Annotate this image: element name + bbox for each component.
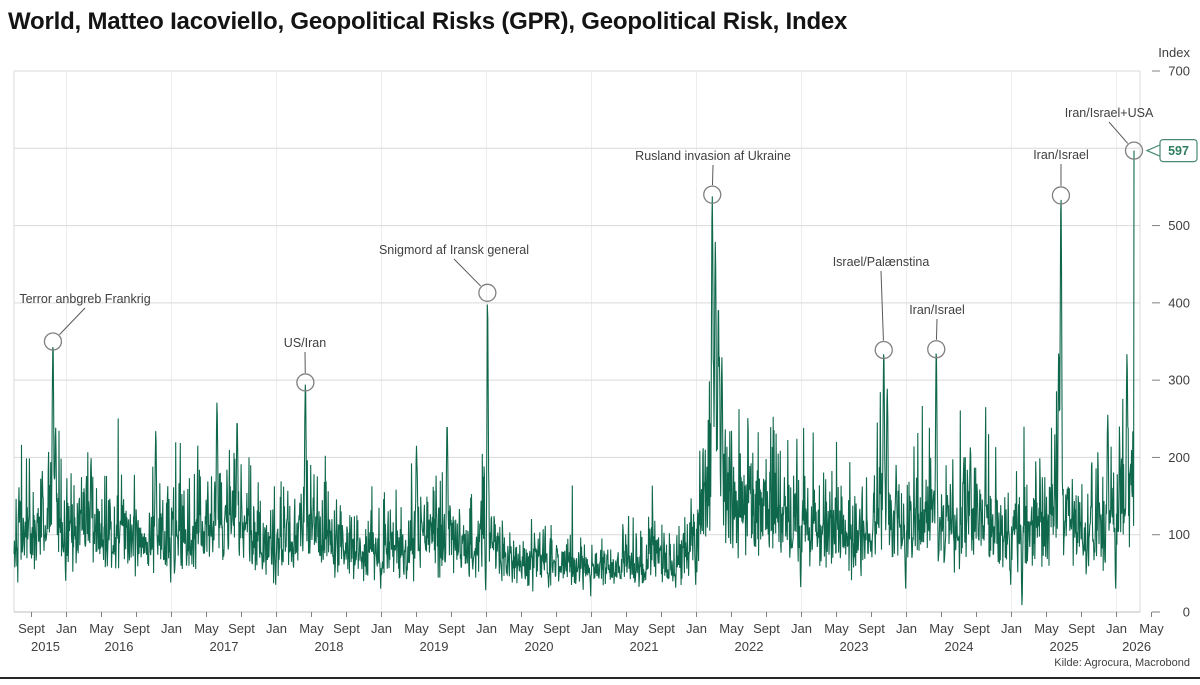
annotation-marker-circle bbox=[478, 283, 497, 302]
annotation-marker-circle bbox=[874, 340, 893, 360]
x-tick-label: May bbox=[1139, 621, 1164, 636]
x-tick-label: May bbox=[824, 621, 849, 636]
year-label: 2016 bbox=[105, 639, 134, 654]
annotation-marker-circle bbox=[927, 340, 946, 359]
annotation-label: Snigmord af Iransk general bbox=[379, 243, 529, 257]
y-tick-label: 700 bbox=[1168, 64, 1190, 79]
x-tick-label: Sept bbox=[963, 621, 990, 636]
year-label: 2026 bbox=[1122, 639, 1151, 654]
x-tick-label: May bbox=[299, 621, 324, 636]
x-tick-label: Jan bbox=[686, 621, 707, 636]
year-label: 2024 bbox=[945, 639, 974, 654]
x-tick-label: Sept bbox=[123, 621, 150, 636]
annotation-leader-line bbox=[59, 307, 86, 335]
gpr-series-line bbox=[13, 150, 1135, 606]
annotation-marker-circle bbox=[296, 373, 315, 392]
annotation-marker-circle bbox=[703, 185, 722, 204]
annotation-leader-line bbox=[453, 258, 482, 287]
x-tick-label: Sept bbox=[858, 621, 885, 636]
source-attribution: Kilde: Agrocura, Macrobond bbox=[1054, 657, 1190, 669]
x-tick-label: May bbox=[929, 621, 954, 636]
x-tick-label: Jan bbox=[371, 621, 392, 636]
annotation-label: Terror anbgreb Frankrig bbox=[19, 292, 150, 306]
x-tick-label: Jan bbox=[896, 621, 917, 636]
year-label: 2017 bbox=[210, 639, 239, 654]
x-tick-label: May bbox=[194, 621, 219, 636]
x-tick-label: Jan bbox=[266, 621, 287, 636]
y-tick-label: 500 bbox=[1168, 218, 1190, 233]
annotation-leader-line bbox=[935, 318, 938, 340]
x-tick-label: Sept bbox=[1068, 621, 1095, 636]
year-label: 2018 bbox=[315, 639, 344, 654]
annotation-leader-line bbox=[711, 164, 714, 186]
annotation-label: US/Iran bbox=[284, 336, 326, 350]
annotation-label: Iran/Israel bbox=[1033, 148, 1089, 162]
year-label: 2022 bbox=[735, 639, 764, 654]
x-tick-label: Sept bbox=[543, 621, 570, 636]
y-tick-label: 400 bbox=[1168, 295, 1190, 310]
x-tick-label: May bbox=[89, 621, 114, 636]
x-tick-label: Sept bbox=[18, 621, 45, 636]
year-label: 2015 bbox=[31, 639, 60, 654]
x-tick-label: Sept bbox=[648, 621, 675, 636]
y-tick-label: 0 bbox=[1183, 605, 1190, 620]
x-tick-label: May bbox=[404, 621, 429, 636]
annotation-label: Rusland invasion af Ukraine bbox=[635, 149, 791, 163]
year-label: 2025 bbox=[1050, 639, 1079, 654]
x-tick-label: Jan bbox=[1106, 621, 1127, 636]
badge-box bbox=[1159, 139, 1198, 163]
year-label: 2019 bbox=[420, 639, 449, 654]
annotation-marker-circle bbox=[1124, 141, 1144, 160]
year-label: 2021 bbox=[630, 639, 659, 654]
x-tick-label: Sept bbox=[228, 621, 255, 636]
x-tick-label: May bbox=[614, 621, 639, 636]
x-tick-label: May bbox=[1034, 621, 1059, 636]
annotation-marker-circle bbox=[43, 332, 63, 351]
x-tick-label: Sept bbox=[333, 621, 360, 636]
annotation-label: Iran/Israel+USA bbox=[1065, 106, 1154, 120]
x-tick-label: Jan bbox=[56, 621, 77, 636]
year-label: 2020 bbox=[525, 639, 554, 654]
annotation-marker-circle bbox=[1051, 186, 1071, 205]
annotation-leader-line bbox=[1108, 121, 1129, 144]
annotation-leader-line bbox=[880, 270, 884, 341]
year-label: 2023 bbox=[840, 639, 869, 654]
last-value-badge: 597 bbox=[1168, 144, 1189, 158]
x-tick-label: Jan bbox=[581, 621, 602, 636]
y-axis-unit-label: Index bbox=[1158, 45, 1190, 60]
x-tick-label: May bbox=[509, 621, 534, 636]
chart-title: World, Matteo Iacoviello, Geopolitical R… bbox=[8, 8, 848, 35]
annotation-label: Iran/Israel bbox=[909, 303, 965, 317]
x-tick-label: Jan bbox=[161, 621, 182, 636]
y-tick-label: 300 bbox=[1168, 373, 1190, 388]
x-tick-label: Jan bbox=[791, 621, 812, 636]
x-tick-label: Jan bbox=[1001, 621, 1022, 636]
y-tick-label: 100 bbox=[1168, 527, 1190, 542]
bottom-divider bbox=[0, 677, 1200, 679]
x-tick-label: Sept bbox=[753, 621, 780, 636]
annotation-label: Israel/Palænstina bbox=[833, 255, 930, 269]
x-tick-label: May bbox=[719, 621, 744, 636]
x-tick-label: Sept bbox=[438, 621, 465, 636]
x-tick-label: Jan bbox=[476, 621, 497, 636]
y-tick-label: 200 bbox=[1168, 450, 1190, 465]
